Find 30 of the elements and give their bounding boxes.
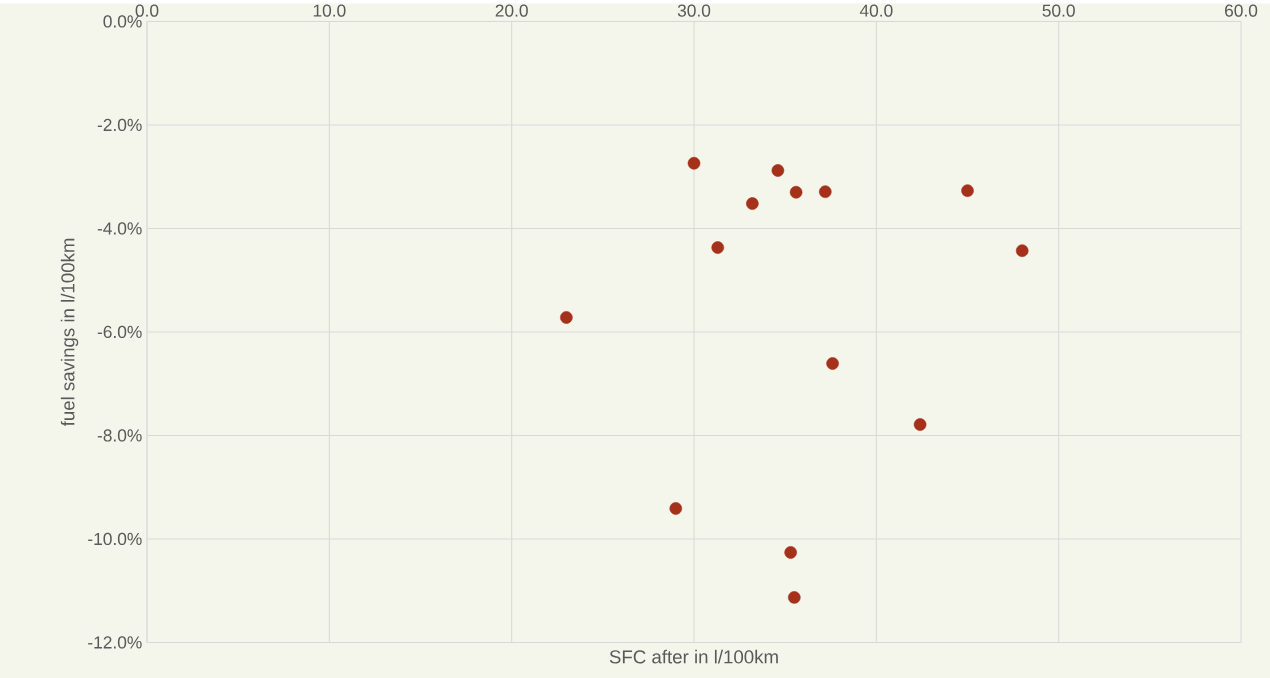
point xyxy=(784,545,797,559)
point xyxy=(771,163,785,177)
point xyxy=(669,501,683,515)
y-tick-label: -8.0% xyxy=(97,429,142,442)
y-tick-label: -6.0% xyxy=(97,325,142,338)
point xyxy=(961,184,974,197)
point xyxy=(819,185,832,198)
x-tick-label: 0.0 xyxy=(135,4,159,17)
x-tick-label: 30.0 xyxy=(677,4,711,17)
point xyxy=(913,418,927,431)
x-tick-label: 50.0 xyxy=(1042,4,1075,17)
y-tick-label: 0.0% xyxy=(103,15,142,28)
x-tick-label: 60.0 xyxy=(1225,4,1258,17)
y-tick-label: -2.0% xyxy=(97,118,142,131)
y-axis-title: fuel savings in l/100km xyxy=(60,238,79,426)
y-tick-label: -12.0% xyxy=(88,636,142,649)
x-axis-title: SFC after in l/100km xyxy=(609,649,778,664)
y-tick-label: -4.0% xyxy=(97,222,142,235)
point xyxy=(687,156,701,170)
x-tick-label: 10.0 xyxy=(313,4,346,17)
point xyxy=(788,590,801,604)
y-tick-label: -10.0% xyxy=(88,532,142,545)
point xyxy=(789,185,803,199)
point xyxy=(1015,244,1029,257)
x-tick-label: 20.0 xyxy=(495,4,528,17)
point xyxy=(746,197,759,210)
point xyxy=(711,241,724,254)
point xyxy=(826,357,839,370)
point xyxy=(560,310,573,324)
x-tick-label: 40.0 xyxy=(859,4,893,17)
